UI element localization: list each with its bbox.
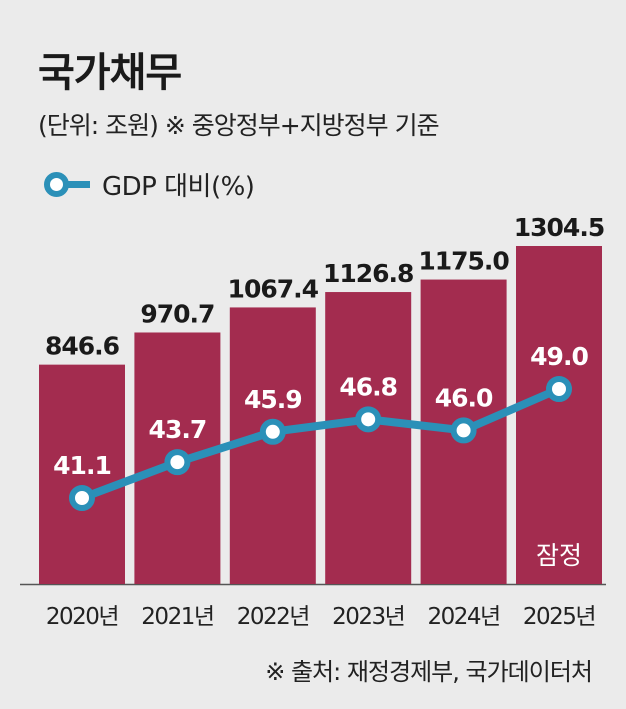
legend-label: GDP 대비(%) xyxy=(102,171,255,202)
bar-3 xyxy=(325,292,412,584)
bar-value-label-0: 846.6 xyxy=(45,332,120,361)
chart-subtitle: (단위: 조원) ※ 중앙정부+지방정부 기준 xyxy=(38,111,440,140)
x-tick-label-3: 2023년 xyxy=(332,604,404,630)
bar-value-label-2: 1067.4 xyxy=(228,274,319,303)
line-value-label-1: 43.7 xyxy=(149,415,207,444)
legend: GDP 대비(%) xyxy=(38,164,255,204)
x-tick-label-0: 2020년 xyxy=(46,604,118,630)
provisional-annotation: 잠정 xyxy=(536,541,582,570)
line-value-label-3: 46.8 xyxy=(339,372,397,401)
source-note: ※ 출처: 재정경제부, 국가데이터처 xyxy=(265,658,593,686)
x-tick-label-1: 2021년 xyxy=(141,604,213,630)
bar-5 xyxy=(516,246,602,584)
line-point-2 xyxy=(259,418,286,445)
line-value-label-2: 45.9 xyxy=(244,385,302,414)
chart-title: 국가채무 xyxy=(38,50,182,96)
x-tick-label-2: 2022년 xyxy=(237,604,309,630)
line-value-label-5: 49.0 xyxy=(530,342,588,371)
line-value-label-0: 41.1 xyxy=(53,451,111,480)
bar-2 xyxy=(229,307,316,584)
x-tick-label-5: 2025년 xyxy=(523,604,595,630)
line-point-0 xyxy=(69,485,95,511)
x-tick-label-4: 2024년 xyxy=(427,604,499,630)
bar-value-label-1: 970.7 xyxy=(140,299,214,328)
gdp-ratio-line xyxy=(80,385,561,502)
line-point-4 xyxy=(450,417,477,444)
line-value-label-4: 46.0 xyxy=(435,383,493,412)
line-point-1 xyxy=(164,449,191,476)
line-point-3 xyxy=(355,406,382,433)
bar-value-label-4: 1175.0 xyxy=(418,247,509,276)
legend-line-marker-icon xyxy=(38,164,90,204)
bar-value-label-3: 1126.8 xyxy=(323,259,413,288)
bar-0 xyxy=(39,364,125,584)
line-point-5 xyxy=(546,376,572,402)
bar-value-label-5: 1304.5 xyxy=(514,213,604,242)
